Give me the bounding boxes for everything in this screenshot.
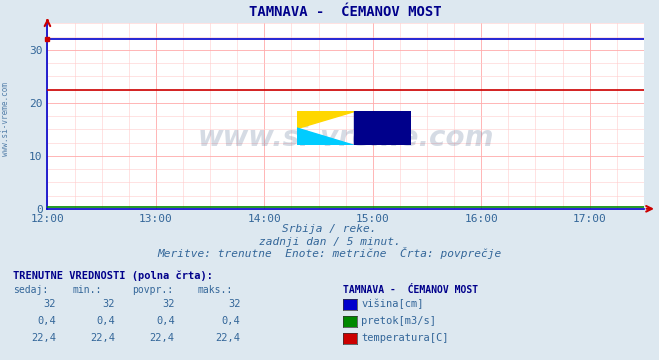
Text: www.si-vreme.com: www.si-vreme.com bbox=[198, 124, 494, 152]
Text: 0,4: 0,4 bbox=[222, 316, 241, 326]
Text: 0,4: 0,4 bbox=[38, 316, 56, 326]
Title: TAMNAVA -  ĆEMANOV MOST: TAMNAVA - ĆEMANOV MOST bbox=[249, 5, 442, 19]
Polygon shape bbox=[297, 128, 354, 145]
Text: 32: 32 bbox=[228, 299, 241, 309]
Text: 32: 32 bbox=[162, 299, 175, 309]
Text: Srbija / reke.: Srbija / reke. bbox=[282, 224, 377, 234]
Text: min.:: min.: bbox=[72, 285, 102, 296]
Text: 32: 32 bbox=[103, 299, 115, 309]
Text: 0,4: 0,4 bbox=[97, 316, 115, 326]
Text: TRENUTNE VREDNOSTI (polna črta):: TRENUTNE VREDNOSTI (polna črta): bbox=[13, 270, 213, 281]
Text: 32: 32 bbox=[43, 299, 56, 309]
Text: 22,4: 22,4 bbox=[215, 333, 241, 343]
Text: 22,4: 22,4 bbox=[90, 333, 115, 343]
Text: sedaj:: sedaj: bbox=[13, 285, 48, 296]
Text: zadnji dan / 5 minut.: zadnji dan / 5 minut. bbox=[258, 237, 401, 247]
Text: višina[cm]: višina[cm] bbox=[361, 298, 424, 309]
Text: povpr.:: povpr.: bbox=[132, 285, 173, 296]
Text: Meritve: trenutne  Enote: metrične  Črta: povprečje: Meritve: trenutne Enote: metrične Črta: … bbox=[158, 247, 501, 260]
Text: 22,4: 22,4 bbox=[31, 333, 56, 343]
Polygon shape bbox=[297, 111, 354, 128]
Text: temperatura[C]: temperatura[C] bbox=[361, 333, 449, 343]
Text: TAMNAVA -  ĆEMANOV MOST: TAMNAVA - ĆEMANOV MOST bbox=[343, 285, 478, 296]
Text: pretok[m3/s]: pretok[m3/s] bbox=[361, 316, 436, 326]
Text: www.si-vreme.com: www.si-vreme.com bbox=[1, 82, 10, 156]
Text: 0,4: 0,4 bbox=[156, 316, 175, 326]
Text: 22,4: 22,4 bbox=[150, 333, 175, 343]
Polygon shape bbox=[354, 111, 411, 145]
Text: maks.:: maks.: bbox=[198, 285, 233, 296]
